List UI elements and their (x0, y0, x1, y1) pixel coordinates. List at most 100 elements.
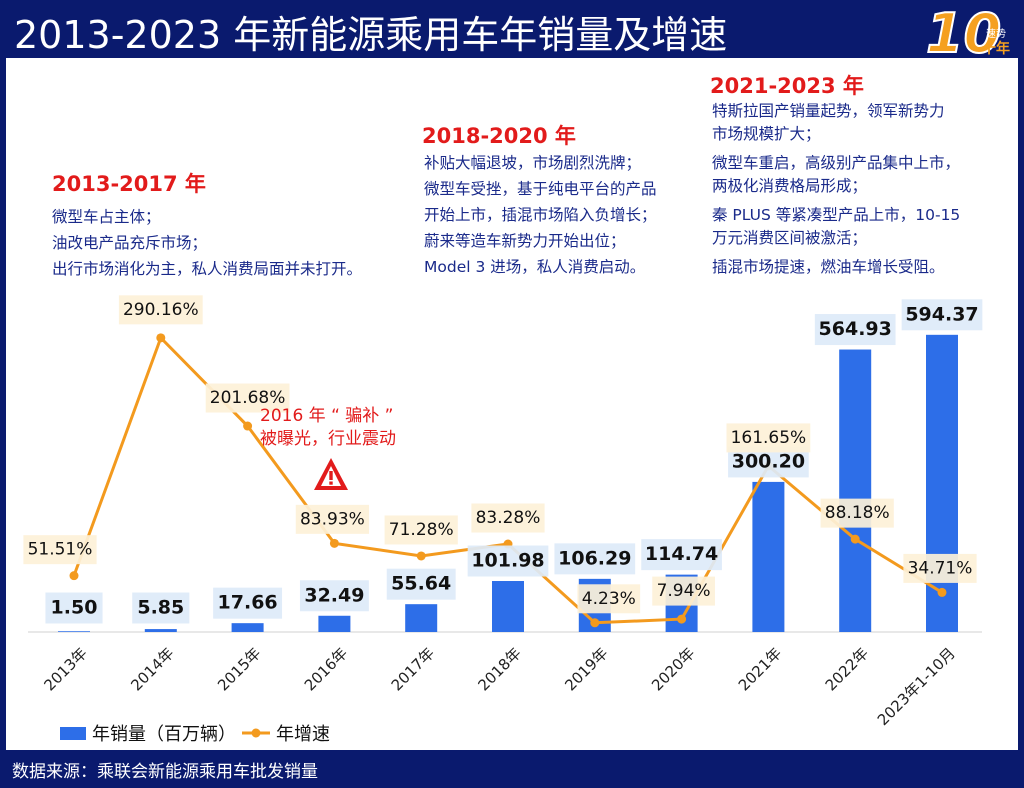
bar-value-label-bg (467, 545, 549, 577)
legend-sales: 年销量（百万辆） (60, 720, 236, 746)
bar-value-label: 5.85 (132, 592, 190, 624)
note-line: 补贴大幅退坡，市场剧烈洗牌； (424, 154, 642, 172)
bar-value-label-text: 300.20 (732, 450, 805, 472)
note-line: 出行市场消化为主，私人消费局面并未打开。 (52, 260, 363, 278)
note-line: 市场规模扩大； (712, 125, 821, 143)
note-line: 油改电产品充斥市场； (52, 234, 208, 252)
growth-point (416, 551, 426, 561)
growth-point (243, 421, 253, 431)
growth-point (590, 618, 600, 628)
note-line: 插混市场提速，燃油车增长受阻。 (712, 258, 945, 276)
bar (492, 581, 524, 632)
legend-bar-swatch (60, 726, 86, 740)
growth-value-label-text: 34.71% (908, 558, 973, 578)
bar-value-label: 564.93 (814, 314, 896, 346)
growth-value-label: 201.68% (205, 383, 290, 413)
bar-value-label: 17.66 (213, 587, 283, 619)
bar-value-label: 55.64 (386, 568, 456, 600)
legend-sales-label: 年销量（百万辆） (92, 724, 236, 745)
bar (752, 481, 785, 632)
bar-value-label: 101.98 (467, 545, 549, 577)
bar-value-label-bg (554, 543, 636, 575)
bar (926, 334, 958, 632)
period-title-2021-2023: 2021-2023 年 (710, 74, 864, 98)
growth-value-label-bg (820, 498, 894, 528)
note-line: 微型车受挫，基于纯电平台的产品 (424, 180, 657, 198)
bar-value-label-text: 17.66 (218, 592, 278, 614)
legend-growth: 年增速 (242, 720, 330, 746)
growth-value-label-text: 201.68% (210, 388, 286, 408)
bar (58, 631, 90, 632)
data-source: 数据来源：乘联会新能源乘用车批发销量 (12, 762, 318, 782)
scandal-line: 被曝光，行业震动 (260, 429, 396, 449)
bar-value-label: 32.49 (299, 580, 369, 612)
legend-line-swatch (242, 728, 270, 738)
bar-value-label-text: 32.49 (304, 584, 364, 606)
bar-value-label-text: 55.64 (391, 573, 451, 595)
period-title-2013-2017: 2013-2017 年 (52, 172, 206, 196)
logo-text-bottom: 十年 (982, 40, 1010, 57)
growth-value-label-text: 83.28% (476, 508, 541, 528)
growth-point (677, 614, 687, 624)
x-tick-label: 2020年 (648, 644, 698, 694)
bar-value-label-text: 1.50 (51, 597, 98, 619)
bar-value-label-bg (299, 580, 369, 612)
bar-value-label-text: 101.98 (471, 550, 544, 572)
bar-value-label: 1.50 (45, 592, 103, 624)
bar (839, 349, 872, 632)
ten-year-logo: 10 速势 十年 (925, 1, 1010, 58)
x-tick-label: 2015年 (214, 644, 264, 694)
growth-point (850, 534, 860, 544)
growth-point (329, 538, 339, 548)
legend-growth-label: 年增速 (276, 724, 330, 745)
bar-value-label-text: 564.93 (819, 318, 892, 340)
growth-point (69, 571, 79, 581)
x-tick-label: 2017年 (388, 644, 438, 694)
growth-point (156, 333, 166, 343)
bar (405, 604, 438, 632)
period-notes-2013-2017: 微型车占主体； 油改电产品充斥市场； 出行市场消化为主，私人消费局面并未打开。 (52, 204, 362, 282)
x-tick-label: 2023年1-10月 (874, 644, 959, 729)
growth-value-label-bg (577, 584, 641, 614)
growth-value-label-bg (23, 535, 97, 565)
bar (231, 623, 264, 632)
growth-value-label-text: 4.23% (582, 589, 636, 609)
growth-value-label-text: 71.28% (389, 520, 454, 540)
bar (144, 629, 177, 632)
growth-value-label: 290.16% (118, 295, 203, 325)
page-title: 2013-2023 年新能源乘用车年销量及增速 (14, 13, 728, 57)
x-tick-label: 2018年 (474, 644, 524, 694)
x-tick-label: 2013年 (40, 644, 90, 694)
growth-value-label: 88.18% (820, 498, 894, 528)
growth-value-label: 83.93% (295, 504, 370, 534)
bar-value-label: 106.29 (554, 543, 636, 575)
x-tick-label: 2021年 (735, 644, 785, 694)
note-line: Model 3 进场，私人消费启动。 (424, 258, 646, 276)
growth-value-label: 4.23% (577, 584, 641, 614)
growth-value-label: 71.28% (384, 515, 458, 545)
growth-value-label: 51.51% (23, 535, 97, 565)
growth-value-label-text: 161.65% (731, 428, 807, 448)
subsidy-scandal-note: 2016 年 “ 骗补 ” 被曝光，行业震动 (260, 405, 396, 451)
bar-value-label-bg (45, 592, 103, 624)
bar-value-label-text: 5.85 (137, 597, 184, 619)
bar-value-label-text: 114.74 (645, 543, 718, 565)
bar-value-label-bg (213, 587, 283, 619)
note-line: 微型车占主体； (52, 208, 161, 226)
note-line: 蔚来等造车新势力开始出位； (424, 232, 626, 250)
sales-growth-chart: 1.50 5.85 17.66 32.49 55.64 101.98 106.29 114.7… (23, 295, 983, 729)
note-line: 秦 PLUS 等紧凑型产品上市，10-15 (712, 206, 961, 224)
period-title-2018-2020: 2018-2020 年 (422, 124, 576, 148)
growth-value-label-bg (726, 423, 811, 453)
warning-icon (314, 458, 348, 490)
scandal-line: 2016 年 “ 骗补 ” (260, 406, 394, 426)
chart-panel: 1.50 5.85 17.66 32.49 55.64 101.98 106.29 114.7… (6, 58, 1018, 750)
growth-value-label-text: 7.94% (657, 581, 711, 601)
bar-value-label-bg (386, 568, 456, 600)
growth-value-label: 161.65% (726, 423, 811, 453)
growth-value-label-bg (471, 503, 545, 533)
note-line: 两极化消费格局形成； (712, 177, 868, 195)
bar-value-label-text: 594.37 (905, 303, 978, 325)
growth-value-label-text: 51.51% (28, 540, 93, 560)
x-tick-label: 2022年 (822, 644, 872, 694)
